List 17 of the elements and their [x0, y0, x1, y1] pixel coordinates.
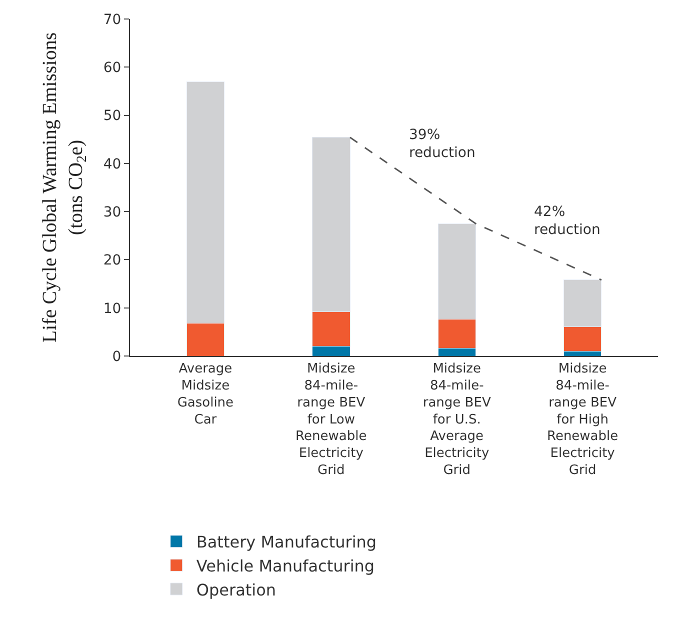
y-tick-label: 0	[112, 348, 122, 365]
y-tick-label: 70	[103, 12, 122, 28]
x-tick-label: Midsize 84-mile-range BEV for Low Renewable Electricity Grid	[296, 362, 367, 478]
annotation: 42% reduction	[534, 204, 600, 238]
y-tick-label: 50	[103, 108, 122, 124]
y-tick-label: 20	[103, 252, 122, 269]
y-tick-label: 60	[103, 60, 122, 76]
legend-label: Vehicle Manufacturing	[196, 556, 375, 576]
legend-label: Operation	[196, 580, 276, 600]
x-tick-label: Midsize 84-mile-range BEV for High Renewable Electricity Grid	[546, 362, 618, 478]
y-tick-label: 30	[103, 204, 122, 220]
legend-label: Battery Manufacturing	[196, 532, 377, 552]
x-tick-label: Midsize 84-mile-range BEV for U.S. Average Electricity Grid	[422, 362, 491, 478]
x-tick-label: Average Midsize Gasoline Car	[177, 362, 234, 428]
annotation: 39% reduction	[409, 127, 476, 162]
y-tick-label: 10	[103, 300, 122, 317]
y-tick-label: 40	[103, 156, 122, 172]
